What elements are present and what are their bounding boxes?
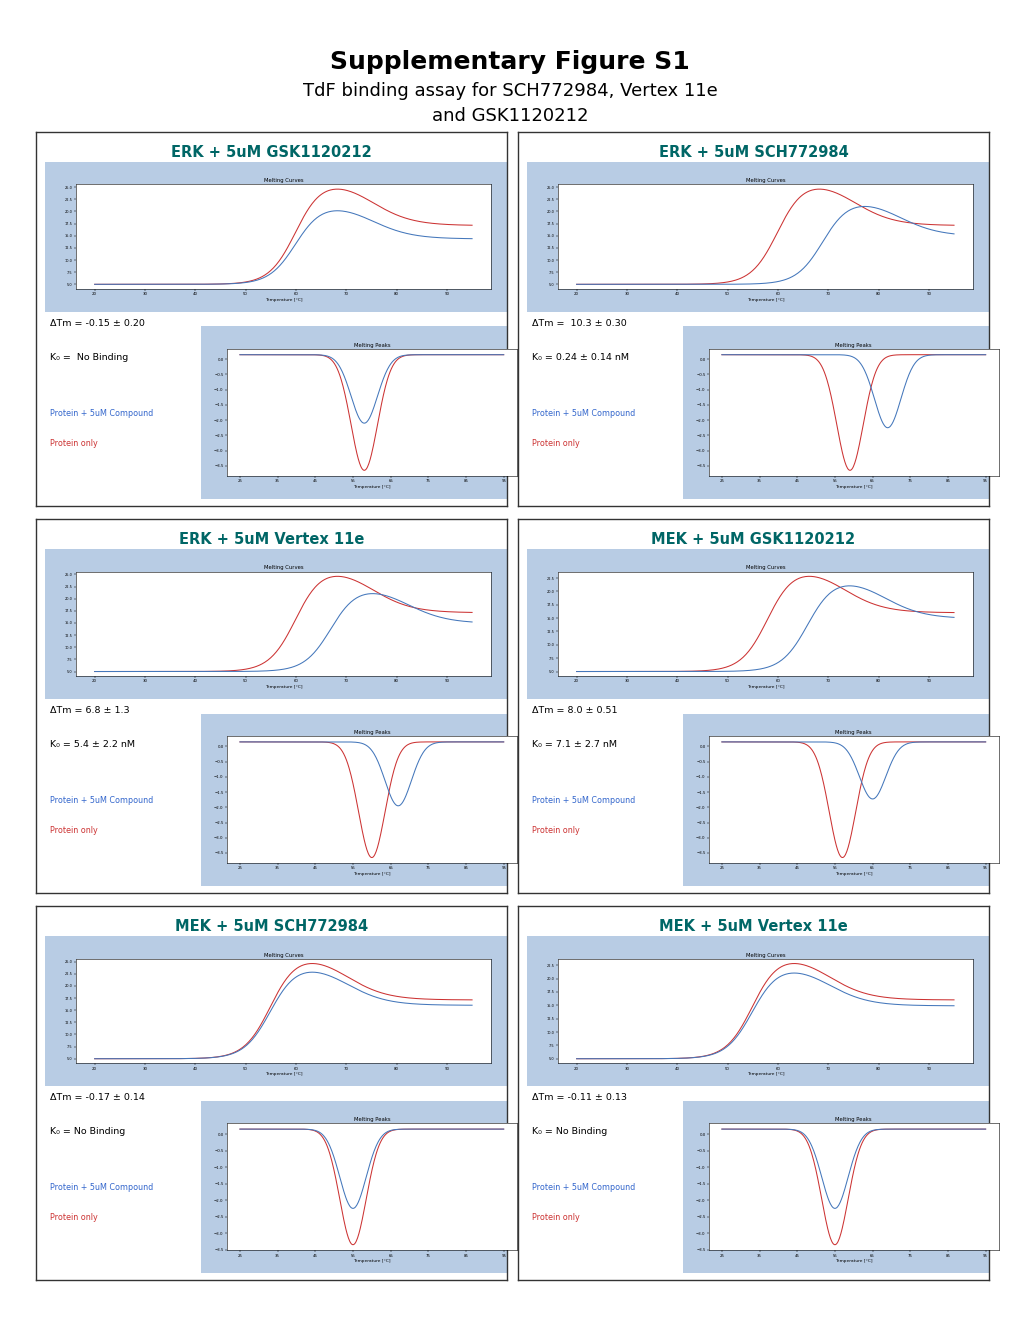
Text: Protein + 5uM Compound: Protein + 5uM Compound (531, 796, 635, 805)
Text: Protein + 5uM Compound: Protein + 5uM Compound (50, 796, 153, 805)
FancyBboxPatch shape (45, 549, 507, 698)
Text: ERK + 5uM SCH772984: ERK + 5uM SCH772984 (658, 145, 848, 160)
Text: Protein only: Protein only (50, 826, 98, 834)
Text: ΔTm = 8.0 ± 0.51: ΔTm = 8.0 ± 0.51 (531, 706, 616, 715)
Text: MEK + 5uM GSK1120212: MEK + 5uM GSK1120212 (651, 532, 855, 548)
Text: K₀ =  No Binding: K₀ = No Binding (50, 352, 128, 362)
FancyBboxPatch shape (527, 162, 988, 312)
Text: Protein only: Protein only (531, 826, 579, 834)
FancyBboxPatch shape (201, 1101, 531, 1272)
FancyBboxPatch shape (201, 714, 531, 886)
Text: ΔTm = 6.8 ± 1.3: ΔTm = 6.8 ± 1.3 (50, 706, 129, 715)
Text: MEK + 5uM SCH772984: MEK + 5uM SCH772984 (175, 920, 368, 935)
Text: TdF binding assay for SCH772984, Vertex 11e
and GSK1120212: TdF binding assay for SCH772984, Vertex … (303, 82, 716, 125)
FancyBboxPatch shape (682, 1101, 1012, 1272)
Text: K₀ = No Binding: K₀ = No Binding (50, 1127, 125, 1137)
Text: Supplementary Figure S1: Supplementary Figure S1 (330, 50, 689, 74)
Text: ERK + 5uM Vertex 11e: ERK + 5uM Vertex 11e (178, 532, 364, 548)
FancyBboxPatch shape (527, 549, 988, 698)
Text: Protein only: Protein only (50, 438, 98, 447)
Text: Protein only: Protein only (531, 1213, 579, 1222)
FancyBboxPatch shape (682, 326, 1012, 499)
Text: Protein + 5uM Compound: Protein + 5uM Compound (50, 409, 153, 417)
FancyBboxPatch shape (201, 326, 531, 499)
Text: K₀ = 0.24 ± 0.14 nM: K₀ = 0.24 ± 0.14 nM (531, 352, 628, 362)
Text: K₀ = 5.4 ± 2.2 nM: K₀ = 5.4 ± 2.2 nM (50, 739, 135, 748)
Text: Protein + 5uM Compound: Protein + 5uM Compound (531, 1183, 635, 1192)
Text: Protein + 5uM Compound: Protein + 5uM Compound (531, 409, 635, 417)
FancyBboxPatch shape (45, 162, 507, 312)
Text: ΔTm =  10.3 ± 0.30: ΔTm = 10.3 ± 0.30 (531, 319, 626, 327)
Text: ΔTm = -0.11 ± 0.13: ΔTm = -0.11 ± 0.13 (531, 1093, 627, 1102)
Text: Protein only: Protein only (50, 1213, 98, 1222)
Text: ΔTm = -0.15 ± 0.20: ΔTm = -0.15 ± 0.20 (50, 319, 145, 327)
Text: ERK + 5uM GSK1120212: ERK + 5uM GSK1120212 (171, 145, 372, 160)
Text: Protein + 5uM Compound: Protein + 5uM Compound (50, 1183, 153, 1192)
Text: K₀ = 7.1 ± 2.7 nM: K₀ = 7.1 ± 2.7 nM (531, 739, 616, 748)
FancyBboxPatch shape (682, 714, 1012, 886)
FancyBboxPatch shape (527, 936, 988, 1086)
Text: MEK + 5uM Vertex 11e: MEK + 5uM Vertex 11e (658, 920, 847, 935)
FancyBboxPatch shape (45, 936, 507, 1086)
Text: ΔTm = -0.17 ± 0.14: ΔTm = -0.17 ± 0.14 (50, 1093, 145, 1102)
Text: K₀ = No Binding: K₀ = No Binding (531, 1127, 606, 1137)
Text: Protein only: Protein only (531, 438, 579, 447)
